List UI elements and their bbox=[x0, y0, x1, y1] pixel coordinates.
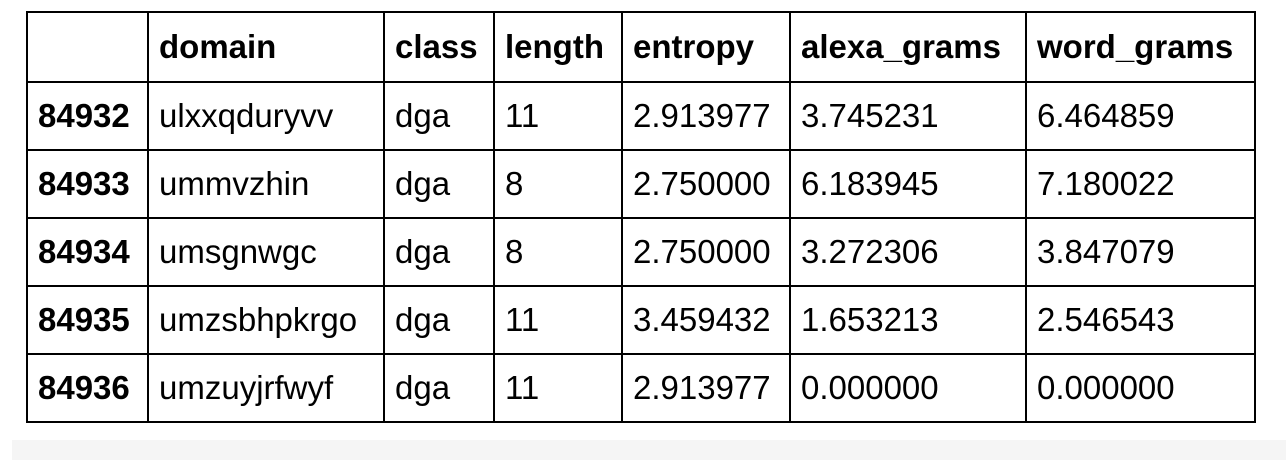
cell-alexa-grams: 3.745231 bbox=[789, 81, 1027, 151]
cell-class: dga bbox=[383, 217, 495, 287]
table-row: 84934 umsgnwgc dga 8 2.750000 3.272306 3… bbox=[26, 217, 1256, 287]
cell-entropy: 3.459432 bbox=[621, 285, 791, 355]
column-header-word-grams: word_grams bbox=[1025, 11, 1256, 83]
cell-domain: umsgnwgc bbox=[147, 217, 385, 287]
column-header-class: class bbox=[383, 11, 495, 83]
table-body: 84932 ulxxqduryvv dga 11 2.913977 3.7452… bbox=[26, 81, 1256, 423]
cell-alexa-grams: 0.000000 bbox=[789, 353, 1027, 423]
cell-entropy: 2.913977 bbox=[621, 81, 791, 151]
cell-word-grams: 7.180022 bbox=[1025, 149, 1256, 219]
cell-domain: ummvzhin bbox=[147, 149, 385, 219]
cell-length: 11 bbox=[493, 285, 623, 355]
cell-word-grams: 3.847079 bbox=[1025, 217, 1256, 287]
cell-domain: umzuyjrfwyf bbox=[147, 353, 385, 423]
row-index: 84936 bbox=[26, 353, 149, 423]
row-index: 84935 bbox=[26, 285, 149, 355]
cell-entropy: 2.750000 bbox=[621, 149, 791, 219]
cell-word-grams: 2.546543 bbox=[1025, 285, 1256, 355]
cell-entropy: 2.913977 bbox=[621, 353, 791, 423]
cell-length: 11 bbox=[493, 353, 623, 423]
cell-domain: ulxxqduryvv bbox=[147, 81, 385, 151]
table-row: 84932 ulxxqduryvv dga 11 2.913977 3.7452… bbox=[26, 81, 1256, 151]
cell-class: dga bbox=[383, 285, 495, 355]
column-header-length: length bbox=[493, 11, 623, 83]
cell-alexa-grams: 1.653213 bbox=[789, 285, 1027, 355]
output-area-bottom-strip bbox=[12, 440, 1286, 460]
row-index: 84934 bbox=[26, 217, 149, 287]
column-header-entropy: entropy bbox=[621, 11, 791, 83]
cell-length: 8 bbox=[493, 149, 623, 219]
cell-length: 11 bbox=[493, 81, 623, 151]
index-header bbox=[26, 11, 149, 83]
cell-domain: umzsbhpkrgo bbox=[147, 285, 385, 355]
table-header: domain class length entropy alexa_grams … bbox=[26, 11, 1256, 83]
cell-length: 8 bbox=[493, 217, 623, 287]
row-index: 84933 bbox=[26, 149, 149, 219]
table-row: 84935 umzsbhpkrgo dga 11 3.459432 1.6532… bbox=[26, 285, 1256, 355]
dataframe-table: domain class length entropy alexa_grams … bbox=[26, 11, 1256, 423]
cell-alexa-grams: 6.183945 bbox=[789, 149, 1027, 219]
cell-word-grams: 6.464859 bbox=[1025, 81, 1256, 151]
column-header-domain: domain bbox=[147, 11, 385, 83]
cell-class: dga bbox=[383, 353, 495, 423]
cell-word-grams: 0.000000 bbox=[1025, 353, 1256, 423]
header-row: domain class length entropy alexa_grams … bbox=[26, 11, 1256, 83]
table-row: 84933 ummvzhin dga 8 2.750000 6.183945 7… bbox=[26, 149, 1256, 219]
cell-class: dga bbox=[383, 81, 495, 151]
cell-entropy: 2.750000 bbox=[621, 217, 791, 287]
cell-alexa-grams: 3.272306 bbox=[789, 217, 1027, 287]
column-header-alexa-grams: alexa_grams bbox=[789, 11, 1027, 83]
table-row: 84936 umzuyjrfwyf dga 11 2.913977 0.0000… bbox=[26, 353, 1256, 423]
cell-class: dga bbox=[383, 149, 495, 219]
row-index: 84932 bbox=[26, 81, 149, 151]
